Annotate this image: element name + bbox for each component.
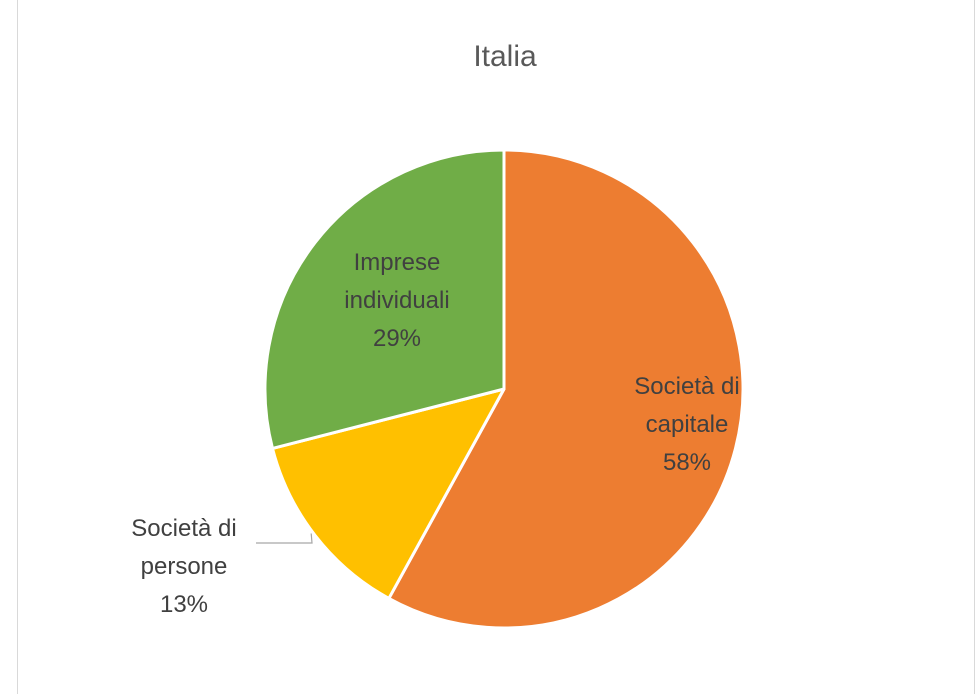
data-labels: Società di capitale 58% Società di persone 13… [131,249,739,618]
pie-slice-1 [387,148,745,630]
leader-line-2 [256,533,313,544]
pie-slices [263,148,745,630]
pie-slice-3 [263,148,506,450]
chart-title: Italia [473,40,537,73]
slice-label-3: Imprese individuali 29% [344,249,449,352]
slice-label-1: Società di capitale 58% [634,373,739,476]
leader-lines [256,533,313,544]
pie-slice-2 [271,387,506,600]
slice-label-2: Società di persone 13% [131,515,236,618]
